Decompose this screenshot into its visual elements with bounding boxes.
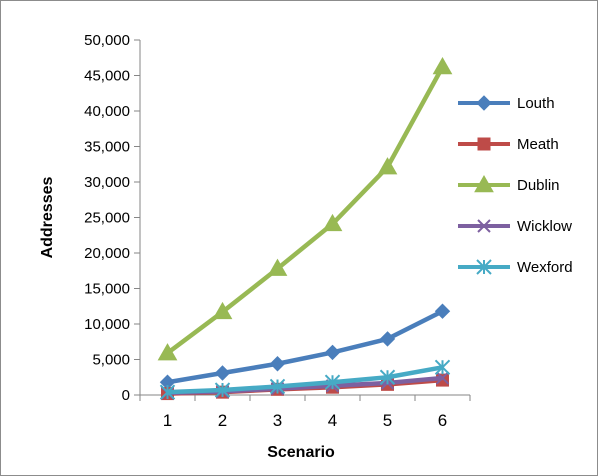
data-point-louth [434,303,451,319]
data-point-wexford [379,369,396,385]
x-tick-label: 3 [273,411,282,430]
x-axis-title: Scenario [267,444,335,461]
legend-swatch-marker [474,174,494,193]
data-point-louth [214,365,231,381]
data-point-dublin [212,301,233,320]
y-tick-label: 10,000 [84,316,130,333]
y-tick-label: 20,000 [84,245,130,262]
x-tick-label: 6 [438,411,447,430]
data-point-wexford [324,374,341,390]
legend-item-wexford: Wexford [458,259,573,276]
y-tick-label: 5,000 [92,352,130,369]
legend-swatch-marker [477,137,491,151]
y-axis-ticks: 0 5,000 10,000 15,000 20,000 25,000 30,000 35,0… [84,32,140,404]
legend-label: Wexford [517,259,573,276]
series-line-dublin [166,65,445,355]
legend-swatch-marker [477,219,491,233]
series-line-louth [167,309,444,385]
y-tick-label: 25,000 [84,210,130,227]
data-point-wexford [159,384,176,400]
legend-item-meath: Meath [458,136,559,153]
data-point-louth [324,344,341,361]
data-point-wicklow [435,371,450,385]
data-point-wexford [434,359,451,376]
legend-swatch-marker [476,95,492,111]
legend-swatch-marker [476,259,492,275]
y-tick-label: 40,000 [84,103,130,120]
series-dublin [157,56,453,361]
y-tick-label: 35,000 [84,139,130,156]
data-point-dublin [377,157,398,175]
x-tick-label: 5 [383,411,392,430]
x-tick-label: 1 [163,411,172,430]
legend-item-dublin: Dublin [458,174,560,194]
data-point-dublin [157,343,178,361]
data-point-dublin [322,213,343,232]
series-wexford [159,359,451,400]
legend: Louth Meath Dublin Wicklow Wexford [458,95,573,276]
y-tick-label: 0 [122,387,130,404]
data-point-dublin [267,258,288,276]
series-line-wexford [167,365,443,395]
legend-label: Meath [517,136,559,153]
legend-label: Wicklow [517,218,572,235]
legend-item-louth: Louth [458,95,555,112]
data-point-louth [379,331,396,347]
series-louth [159,303,451,390]
y-tick-label: 45,000 [84,68,130,85]
y-axis-title: Addresses [39,176,56,258]
series-layer [157,56,453,401]
x-axis-ticks: 1 2 3 4 5 6 [139,395,471,430]
data-point-dublin [432,56,453,75]
x-tick-label: 4 [328,411,337,430]
data-point-wexford [269,378,286,395]
data-point-louth [269,356,286,372]
x-tick-label: 2 [218,411,227,430]
data-point-wexford [214,382,231,398]
legend-item-wicklow: Wicklow [458,218,572,235]
y-tick-label: 50,000 [84,32,130,49]
y-tick-label: 30,000 [84,174,130,191]
legend-label: Dublin [517,177,560,194]
legend-label: Louth [517,95,555,112]
y-tick-label: 15,000 [84,281,130,298]
